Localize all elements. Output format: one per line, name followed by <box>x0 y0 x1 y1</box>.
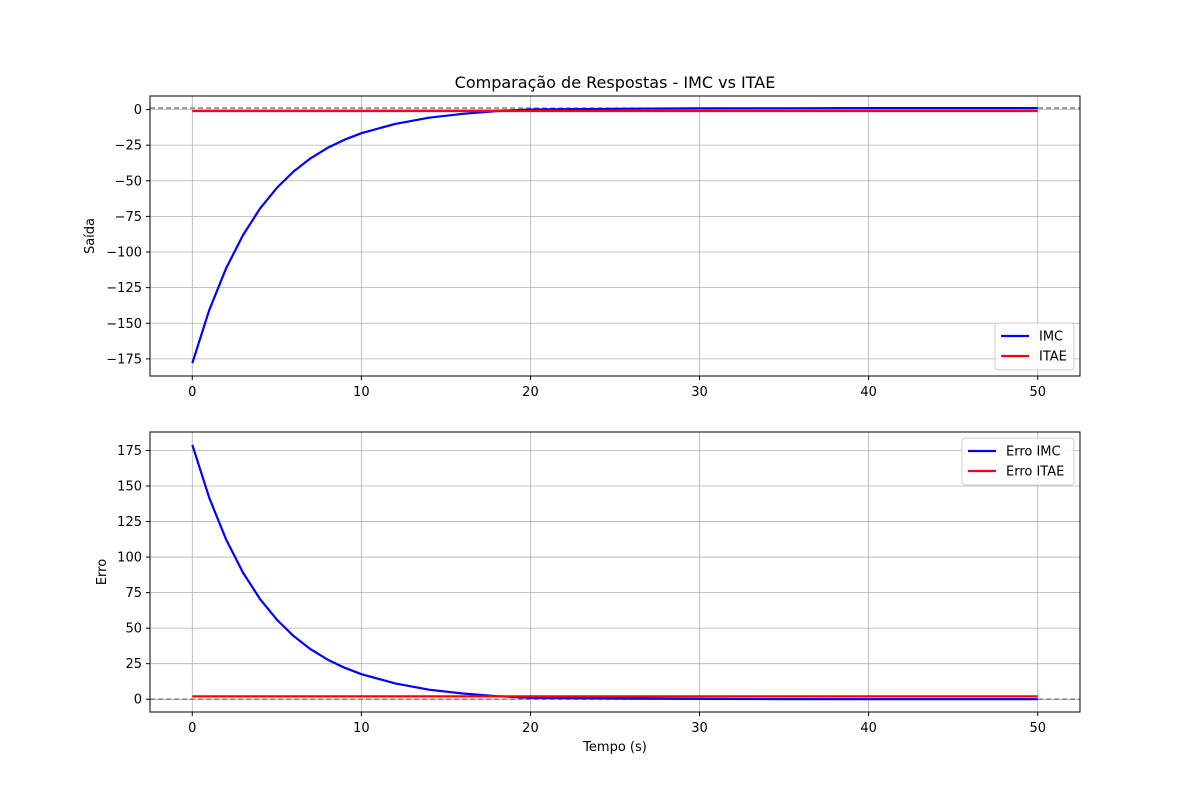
top-axes-frame <box>149 95 1081 377</box>
top-xtick-label-2: 20 <box>522 385 539 400</box>
top-xtick-label-1: 10 <box>353 385 370 400</box>
chart-title: Comparação de Respostas - IMC vs ITAE <box>455 73 776 92</box>
top-ytick-label-6: −150 <box>106 317 142 332</box>
top-series-line-0 <box>191 106 1038 364</box>
top-xtick-label-3: 30 <box>691 385 708 400</box>
bottom-xtick-label-4: 40 <box>860 721 877 736</box>
bottom-legend-label-1: Erro ITAE <box>1006 465 1064 480</box>
bottom-legend-label-0: Erro IMC <box>1006 445 1061 460</box>
bottom-ytick-label-1: 25 <box>125 657 142 672</box>
bottom-xtick-label-1: 10 <box>353 721 370 736</box>
top-ytick-label-1: −25 <box>115 139 142 154</box>
bottom-xtick-label-2: 20 <box>522 721 539 736</box>
top-legend-box <box>994 322 1075 371</box>
bottom-axes-frame <box>149 431 1081 713</box>
top-ytick-label-4: −100 <box>106 246 142 261</box>
bottom-ytick-label-4: 100 <box>117 551 142 566</box>
top-ytick-label-2: −50 <box>115 174 142 189</box>
top-ytick-label-3: −75 <box>115 210 142 225</box>
bottom-ytick-label-2: 50 <box>125 622 142 637</box>
top-ytick-label-7: −175 <box>106 352 142 367</box>
top-xtick-label-0: 0 <box>188 385 196 400</box>
top-axes: 0 10 20 30 40 50 0 −25 −50 −75 −100 −125 −150 −175 IMC… <box>106 95 1081 400</box>
top-ylabel: Saída <box>83 218 98 254</box>
top-legend-label-0: IMC <box>1039 330 1063 345</box>
bottom-ytick-label-3: 75 <box>125 586 142 601</box>
bottom-ytick-label-5: 125 <box>117 515 142 530</box>
bottom-xlabel: Tempo (s) <box>582 740 647 755</box>
bottom-legend-box <box>961 437 1075 486</box>
bottom-xtick-label-3: 30 <box>691 721 708 736</box>
bottom-ytick-label-7: 175 <box>117 444 142 459</box>
top-xtick-label-4: 40 <box>860 385 877 400</box>
bottom-axes: 0 10 20 30 40 50 0 25 50 75 100 125 150 175 Erro IMC Er… <box>117 431 1081 736</box>
bottom-series-line-0 <box>191 444 1038 701</box>
top-ytick-label-5: −125 <box>106 281 142 296</box>
top-legend-label-1: ITAE <box>1039 350 1067 365</box>
bottom-ytick-label-6: 150 <box>117 480 142 495</box>
bottom-xtick-label-0: 0 <box>188 721 196 736</box>
top-xtick-label-5: 50 <box>1029 385 1046 400</box>
bottom-xtick-label-5: 50 <box>1029 721 1046 736</box>
bottom-ytick-label-0: 0 <box>134 693 142 708</box>
top-ytick-label-0: 0 <box>134 103 142 118</box>
bottom-ylabel: Erro <box>95 559 110 585</box>
